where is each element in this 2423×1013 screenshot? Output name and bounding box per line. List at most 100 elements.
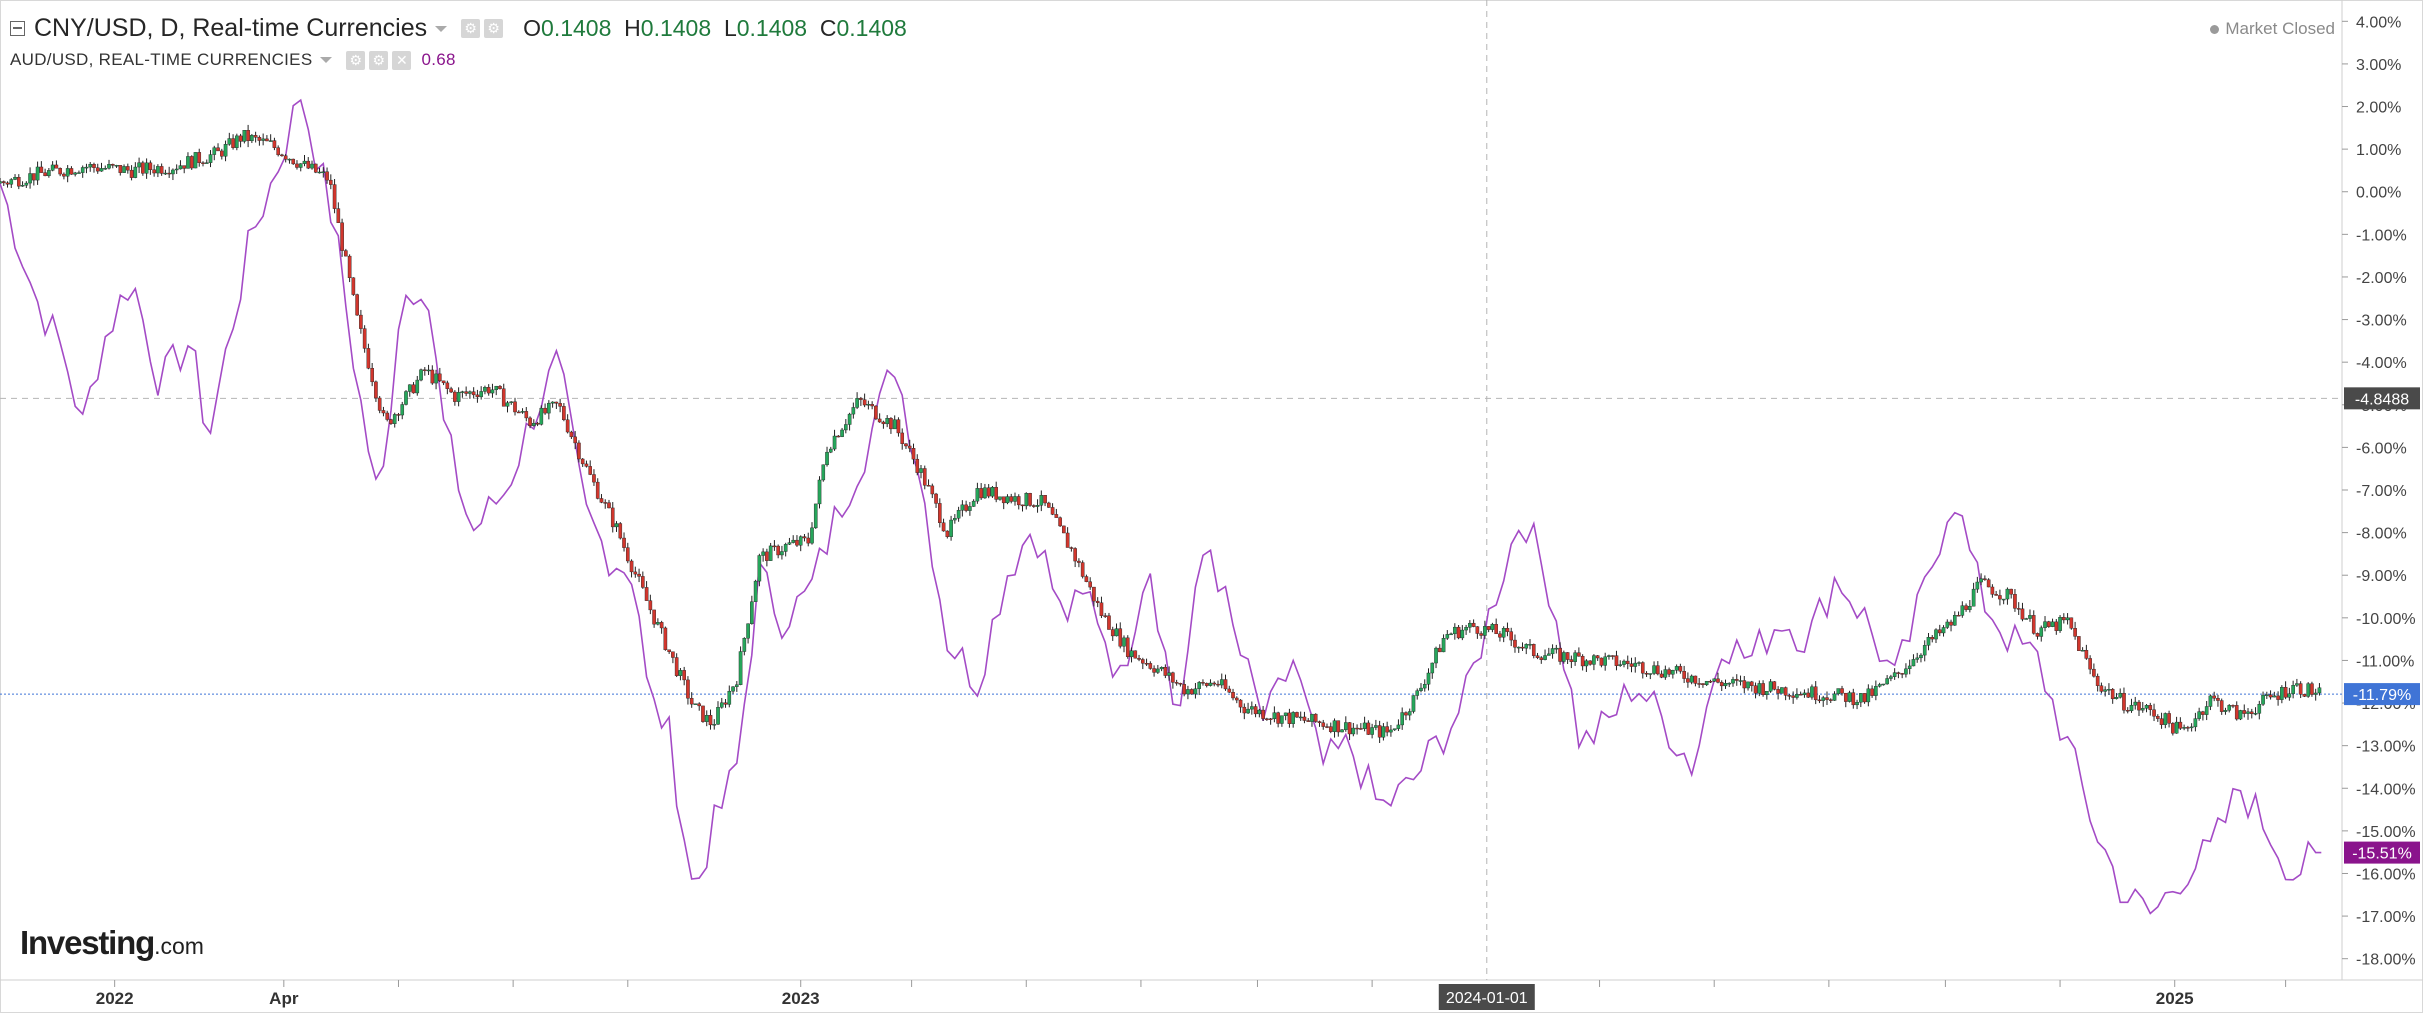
candle-body: [110, 164, 115, 166]
candle-body: [1599, 657, 1604, 666]
candle-body: [1381, 726, 1386, 738]
candle-body: [1719, 682, 1724, 687]
candle-body: [2261, 694, 2265, 705]
candle-body: [1547, 653, 1551, 656]
candle-body: [1110, 629, 1115, 637]
candle-body: [404, 391, 408, 405]
candle-body: [1900, 673, 1904, 675]
candle-body: [400, 404, 405, 416]
close-icon[interactable]: ✕: [392, 50, 412, 70]
candle-body: [671, 651, 675, 658]
candle-body: [1509, 631, 1514, 641]
y-tick-label: -9.00%: [2356, 568, 2407, 585]
main-symbol-title[interactable]: CNY/USD, D, Real-time Currencies: [34, 14, 428, 42]
candle-body: [667, 649, 671, 652]
candle-body: [738, 651, 743, 685]
candle-body: [686, 679, 690, 699]
candle-body: [2249, 711, 2254, 715]
candle-body: [471, 391, 476, 396]
candle-body: [1084, 576, 1089, 582]
chevron-down-icon[interactable]: [435, 25, 448, 32]
candle-body: [1723, 683, 1728, 687]
candle-body: [1746, 681, 1750, 689]
candle-body: [212, 147, 217, 155]
candle-body: [88, 164, 93, 168]
candle-body: [2313, 692, 2318, 695]
candle-body: [1896, 672, 1901, 674]
candle-body: [813, 503, 818, 529]
candle-body: [374, 381, 378, 399]
candle-body: [678, 670, 683, 676]
candle-body: [1141, 659, 1145, 664]
candle-body: [802, 536, 807, 539]
candle-body: [1268, 718, 1273, 720]
investing-logo: Investing.com: [20, 924, 204, 961]
compare-symbol-title[interactable]: AUD/USD, REAL-TIME CURRENCIES: [10, 50, 313, 69]
candle-body: [1960, 605, 1965, 616]
candle-body: [1776, 689, 1780, 694]
candle-body: [287, 158, 292, 161]
candle-body: [704, 715, 709, 722]
candle-body: [152, 169, 156, 174]
candle-body: [1054, 514, 1059, 518]
y-tick-label: -14.00%: [2356, 781, 2416, 798]
candle-body: [310, 163, 314, 169]
candle-body: [1415, 690, 1420, 696]
candle-body: [1539, 657, 1544, 660]
candle-body: [1189, 689, 1194, 695]
candle-body: [280, 154, 284, 157]
candle-body: [1434, 647, 1438, 664]
y-tick-label: -16.00%: [2356, 866, 2416, 883]
candle-body: [1701, 683, 1705, 686]
candle-body: [2197, 711, 2201, 719]
candle-body: [1915, 657, 1920, 660]
candle-body: [1332, 720, 1337, 732]
candle-body: [1306, 720, 1311, 722]
candle-body: [1633, 662, 1638, 667]
candle-body: [1001, 496, 1006, 504]
candle-body: [930, 485, 935, 495]
candle-body: [776, 545, 780, 556]
candle-body: [1092, 586, 1096, 602]
candle-body: [1629, 663, 1634, 667]
candle-body: [994, 487, 998, 500]
candle-body: [1238, 699, 1243, 708]
collapse-icon[interactable]: [10, 21, 25, 36]
candle-body: [490, 389, 495, 394]
candle-body: [1122, 637, 1126, 647]
candle-body: [1783, 687, 1788, 696]
settings-icon[interactable]: ⚙: [461, 19, 481, 38]
candle-body: [238, 135, 243, 142]
candle-body: [847, 413, 852, 425]
candle-body: [892, 419, 897, 430]
candle-body: [547, 402, 551, 414]
candle-body: [32, 173, 36, 181]
candle-body: [257, 137, 262, 141]
candle-body: [768, 545, 773, 561]
candle-body: [742, 638, 747, 652]
candle-body: [2216, 697, 2220, 701]
gear-icon[interactable]: ⚙: [484, 19, 504, 38]
candle-body: [881, 421, 886, 425]
candle-body: [2118, 692, 2123, 698]
candle-body: [2062, 617, 2066, 621]
candle-body: [1280, 715, 1284, 724]
candle-body: [1355, 727, 1359, 730]
settings-icon[interactable]: ⚙: [346, 50, 366, 70]
chevron-down-icon[interactable]: [320, 57, 333, 63]
gear-icon[interactable]: ⚙: [369, 50, 389, 70]
cny-last-badge-bg: [2344, 683, 2420, 706]
candle-body: [268, 140, 273, 142]
candle-body: [825, 451, 829, 466]
candle-body: [1389, 729, 1393, 733]
candle-body: [1024, 493, 1029, 507]
candle-body: [189, 156, 194, 169]
candle-body: [1618, 664, 1623, 666]
candle-body: [941, 522, 946, 532]
candle-body: [1295, 712, 1299, 718]
candle-body: [216, 147, 220, 152]
candle-body: [2069, 617, 2074, 629]
candle-body: [1937, 629, 1942, 634]
candle-body: [456, 392, 461, 402]
